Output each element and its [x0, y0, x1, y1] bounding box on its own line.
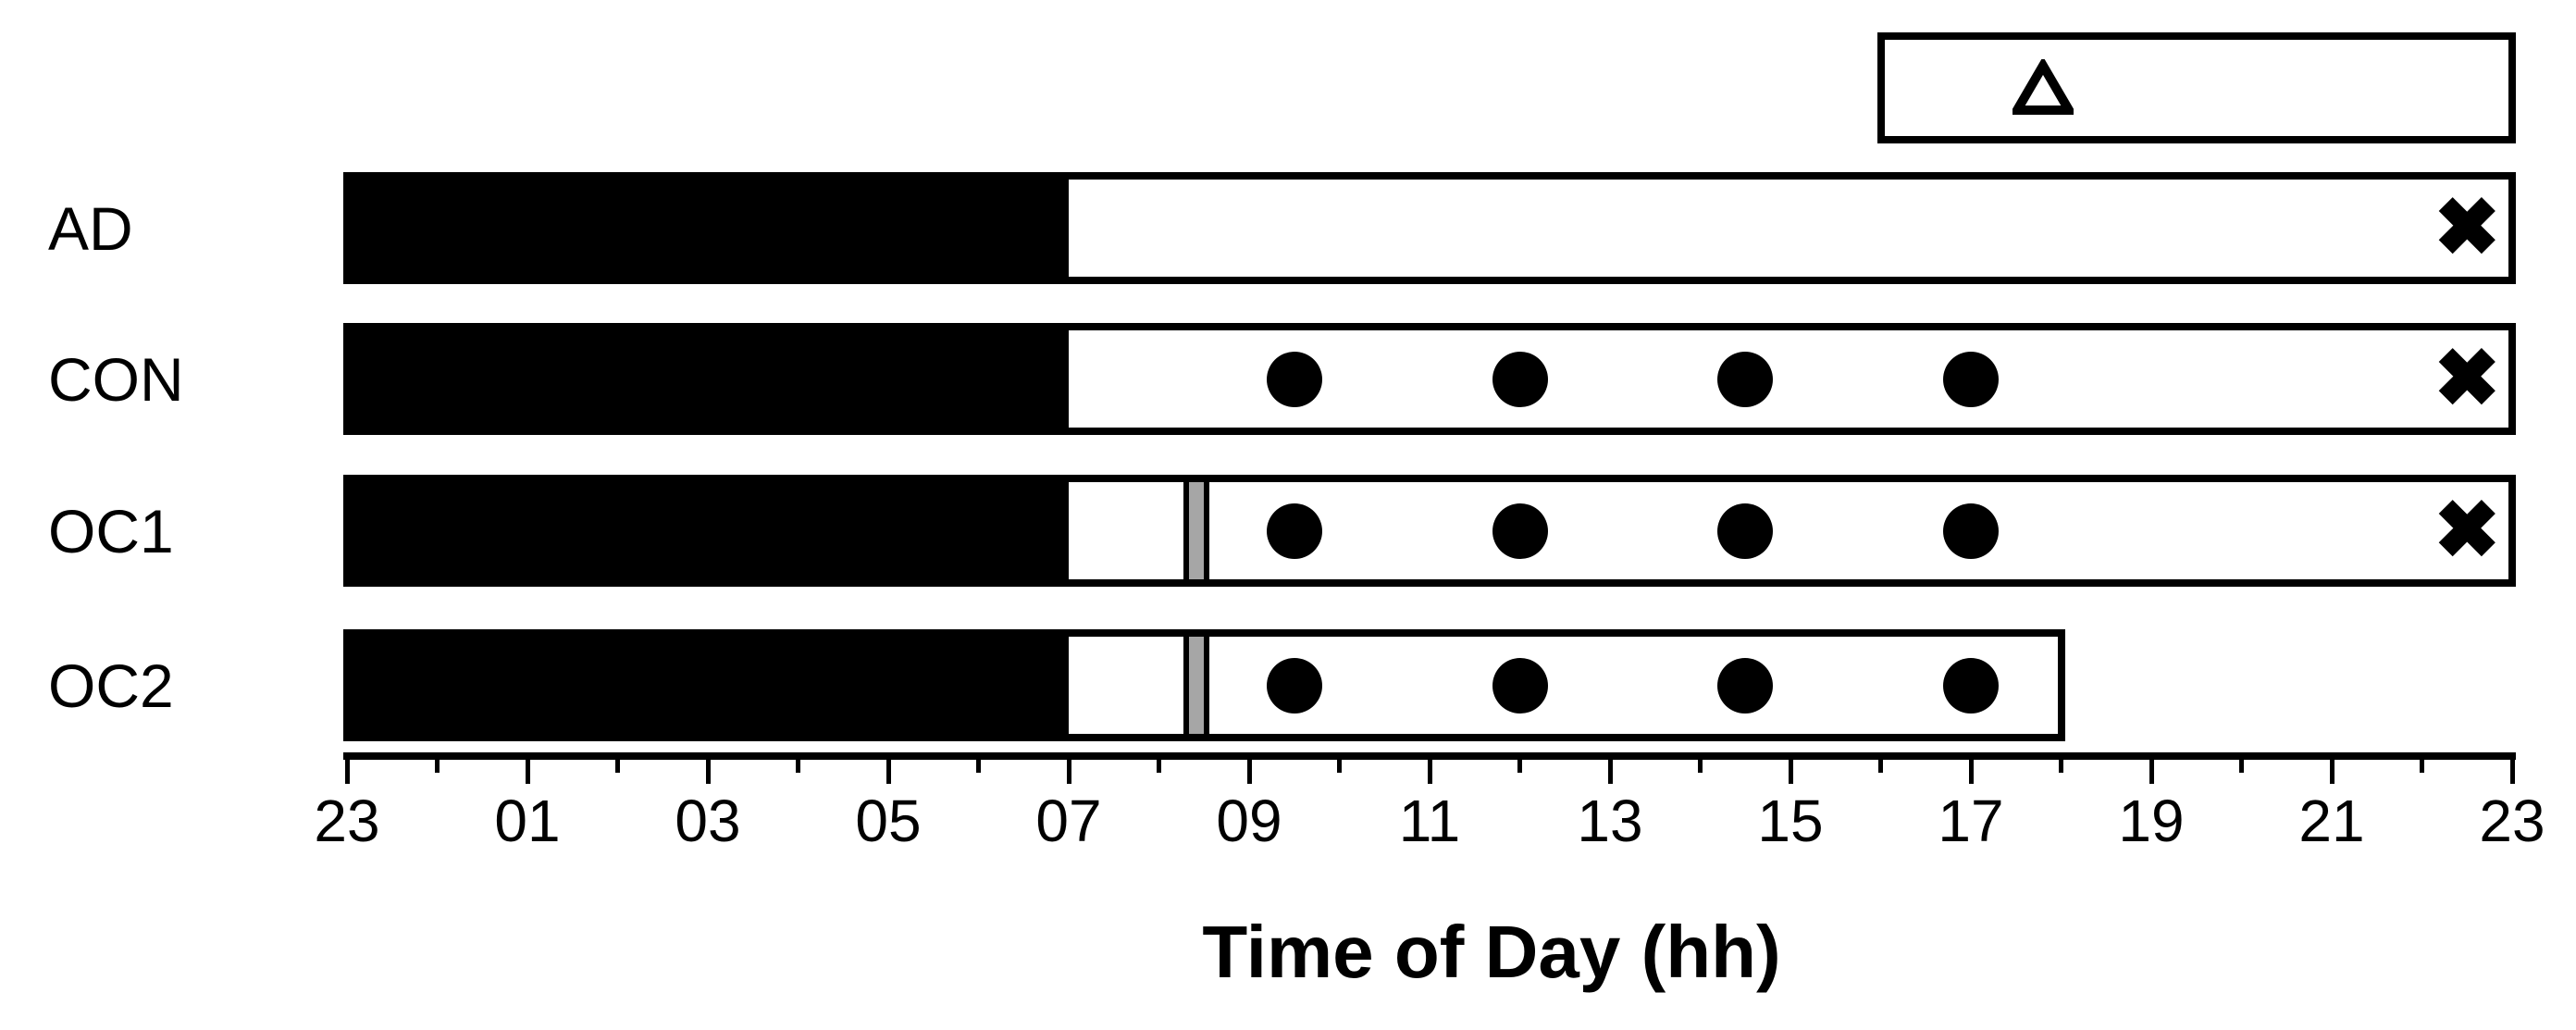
sleep-segment [351, 637, 1069, 734]
tick-label: 09 [1216, 788, 1282, 854]
axis-tick-minor [435, 760, 440, 773]
axis-tick-major [344, 760, 350, 784]
axis-tick-minor [1517, 760, 1522, 773]
axis-tick-minor [2059, 760, 2063, 773]
tick-label: 23 [2479, 788, 2545, 854]
axis-tick-major [2509, 760, 2515, 784]
meal-dot [1943, 503, 1999, 559]
tick-label: 17 [1938, 788, 2004, 854]
x-axis-title: Time of Day (hh) [1202, 911, 1781, 993]
axis-tick-minor [2420, 760, 2424, 773]
meal-dot [1492, 503, 1548, 559]
axis-tick-minor [976, 760, 981, 773]
meal-dot [1266, 657, 1322, 714]
x-marker: ✖ [2434, 183, 2501, 272]
protocol-bar-ad: ✖ [343, 172, 2516, 284]
axis-tick-major [886, 760, 891, 784]
protocol-bar-con: ✖ [343, 323, 2516, 435]
triangle-icon [2009, 56, 2077, 117]
tick-label: 05 [855, 788, 922, 854]
tick-label: 13 [1577, 788, 1643, 854]
row-label-oc2: OC2 [48, 651, 174, 720]
axis-tick-minor [1698, 760, 1703, 773]
sleep-segment [351, 330, 1069, 428]
sleep-segment [351, 482, 1069, 579]
axis-tick-major [1066, 760, 1071, 784]
tick-label: 11 [1398, 788, 1461, 854]
axis-tick-minor [1337, 760, 1342, 773]
meal-dot [1943, 657, 1999, 714]
row-label-oc1: OC1 [48, 496, 174, 565]
axis-tick-major [1788, 760, 1793, 784]
tick-label: 23 [314, 788, 380, 854]
row-label-con: CON [48, 344, 184, 414]
axis-tick-major [1968, 760, 1974, 784]
x-marker: ✖ [2434, 334, 2501, 423]
axis-tick-major [1607, 760, 1613, 784]
protocol-bar-oc1: ✖ [343, 475, 2516, 587]
axis-tick-minor [2239, 760, 2244, 773]
meal-dot [1266, 351, 1322, 407]
gray-stripe [1183, 637, 1210, 734]
axis-tick-minor [615, 760, 620, 773]
protocol-bar-oc2 [343, 629, 2065, 741]
annotation-box [1876, 32, 2516, 143]
axis-tick-major [1427, 760, 1432, 784]
axis-tick-minor [1878, 760, 1883, 773]
row-label-ad: AD [48, 193, 133, 263]
meal-dot [1492, 657, 1548, 714]
meal-dot [1492, 351, 1548, 407]
tick-label: 21 [2298, 788, 2365, 854]
axis-tick-major [1246, 760, 1252, 784]
meal-dot [1943, 351, 1999, 407]
sleep-segment [351, 180, 1069, 277]
gray-stripe [1183, 482, 1210, 579]
axis-tick-major [2329, 760, 2334, 784]
axis-tick-major [2149, 760, 2154, 784]
tick-label: 15 [1757, 788, 1824, 854]
tick-label: 01 [494, 788, 561, 854]
axis-tick-major [705, 760, 711, 784]
tick-label: 03 [675, 788, 741, 854]
axis-tick-major [525, 760, 530, 784]
x-axis-line [343, 752, 2516, 760]
meal-dot [1717, 657, 1774, 714]
meal-dot [1717, 351, 1774, 407]
meal-dot [1266, 503, 1322, 559]
axis-tick-minor [1157, 760, 1161, 773]
axis-tick-minor [796, 760, 800, 773]
meal-dot [1717, 503, 1774, 559]
x-marker: ✖ [2434, 486, 2501, 575]
tick-label: 07 [1035, 788, 1102, 854]
tick-label: 19 [2118, 788, 2185, 854]
